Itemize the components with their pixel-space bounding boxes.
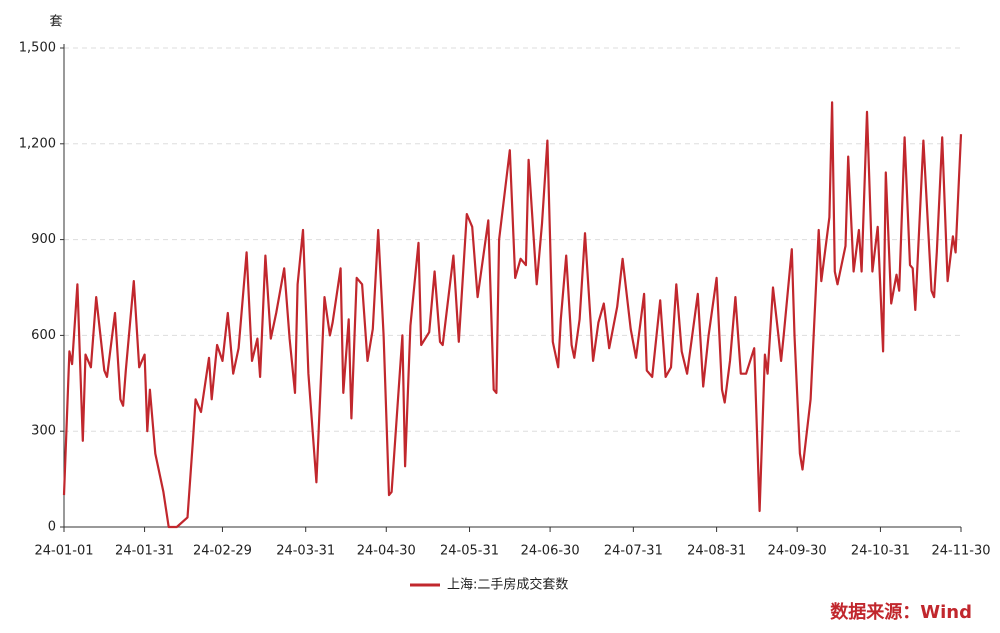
series-line (62, 101, 963, 529)
x-tick-label: 24-10-31 (851, 544, 910, 559)
y-tick-label: 1,200 (19, 136, 56, 151)
y-tick-label: 1,500 (19, 41, 56, 56)
x-tick-label: 24-11-30 (931, 544, 990, 559)
x-tick-label: 24-06-30 (521, 544, 580, 559)
y-tick-label: 600 (31, 328, 56, 343)
y-tick-label: 300 (31, 424, 56, 439)
y-tick-label: 900 (31, 232, 56, 247)
x-tick-label: 24-01-31 (115, 544, 174, 559)
x-tick-label: 24-04-30 (357, 544, 416, 559)
legend-label: 上海:二手房成交套数 (447, 577, 568, 593)
y-unit: 套 (49, 14, 62, 30)
x-tick-label: 24-08-31 (687, 544, 746, 559)
x-tick-label: 24-07-31 (604, 544, 663, 559)
source-note: 数据来源：Wind (830, 601, 972, 623)
x-tick-label: 24-05-31 (440, 544, 499, 559)
x-tick-label: 24-09-30 (768, 544, 827, 559)
x-tick-label: 24-02-29 (193, 544, 252, 559)
x-tick-label: 24-03-31 (276, 544, 335, 559)
x-tick-label: 24-01-01 (34, 544, 93, 559)
y-tick-label: 0 (48, 520, 56, 535)
